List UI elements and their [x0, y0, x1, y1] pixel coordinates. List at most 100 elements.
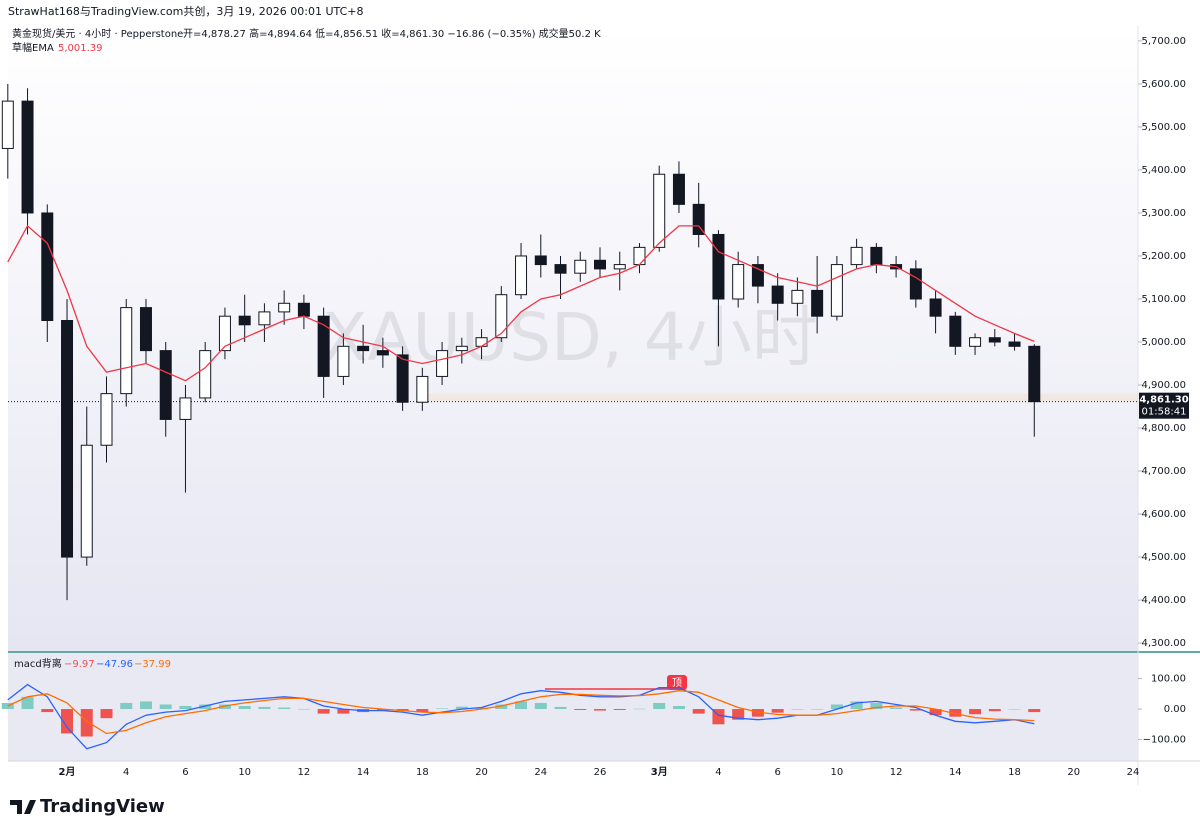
candle-body: [1, 100, 14, 149]
last-price-box: [1139, 392, 1189, 419]
candle-body: [317, 315, 330, 377]
candle-body: [1008, 341, 1021, 347]
candle-body: [732, 264, 745, 300]
y-tick-label: 5,400.00: [1141, 165, 1186, 176]
x-tick-label: 3月: [651, 766, 668, 778]
macd-legend-value: −37.99: [134, 659, 171, 670]
candle-body: [61, 320, 74, 558]
histogram-bar: [396, 709, 409, 711]
histogram-bar: [41, 709, 54, 713]
candle-body: [357, 345, 370, 352]
histogram-bar: [633, 708, 646, 710]
histogram-bar: [594, 709, 606, 711]
candle-body: [436, 350, 449, 377]
last-price-label: 4,861.30: [1139, 395, 1188, 406]
candle-body: [120, 307, 133, 395]
histogram-bar: [61, 709, 74, 734]
candle-body: [396, 354, 409, 403]
logo-mark: [10, 800, 36, 814]
candle-body: [969, 337, 982, 347]
y2-tick-label: 100.00: [1151, 674, 1186, 685]
histogram-bar: [317, 709, 330, 714]
y-tick-label: 5,000.00: [1141, 337, 1186, 348]
x-tick-label: 2月: [59, 766, 76, 778]
candle-body: [811, 289, 824, 317]
histogram-bar: [1028, 709, 1041, 713]
histogram-bar: [159, 704, 172, 710]
x-tick-label: 10: [238, 767, 251, 778]
histogram-bar: [850, 701, 863, 710]
histogram-bar: [969, 709, 982, 715]
candle-body: [653, 173, 666, 248]
x-tick-label: 20: [1067, 767, 1080, 778]
histogram-bar: [120, 702, 133, 710]
histogram-bar: [80, 709, 93, 737]
candle-body: [613, 264, 626, 270]
candle-body: [929, 298, 942, 317]
candle-body: [594, 259, 606, 270]
ema-legend-value: 5,001.39: [58, 43, 103, 54]
histogram-bar: [495, 704, 508, 710]
macd-pane: [8, 653, 1138, 761]
attribution: StrawHat168与TradingView.com共创，3月 19, 202…: [8, 5, 364, 18]
x-tick-label: 20: [475, 767, 488, 778]
candle-body: [574, 259, 587, 274]
candle-body: [515, 255, 528, 296]
histogram-bar: [100, 709, 113, 719]
x-tick-label: 12: [890, 767, 903, 778]
histogram-bar: [692, 709, 705, 714]
y-tick-label: 4,400.00: [1141, 595, 1186, 606]
x-tick-label: 14: [949, 767, 962, 778]
histogram-bar: [890, 707, 903, 710]
candle-body: [909, 268, 922, 300]
histogram-bar: [672, 706, 685, 710]
histogram-bar: [653, 702, 666, 710]
x-tick-label: 14: [357, 767, 370, 778]
candle-body: [830, 264, 843, 317]
x-tick-label: 24: [534, 767, 547, 778]
histogram-bar: [199, 704, 212, 710]
ohlc-line: 开=4,878.27 高=4,894.64 低=4,856.51 收=4,861…: [183, 27, 601, 40]
symbol-line: 黄金现货/美元 · 4小时 · Pepperstone: [12, 27, 183, 40]
histogram-bar: [1008, 709, 1021, 710]
ema-legend: 草幅EMA: [12, 41, 54, 54]
candle-body: [218, 315, 231, 352]
y-tick-label: 4,900.00: [1141, 380, 1186, 391]
histogram-bar: [179, 706, 192, 710]
candle-body: [692, 203, 705, 235]
candle-body: [771, 285, 784, 304]
ema-line: [7, 224, 1035, 382]
histogram-bar: [475, 707, 488, 710]
histogram-bar: [613, 709, 626, 710]
brand: TradingView: [40, 796, 165, 817]
candle-body: [258, 311, 271, 326]
y-tick-label: 5,500.00: [1141, 122, 1186, 133]
candle-body: [199, 350, 212, 399]
candle-body: [41, 212, 54, 322]
histogram-bar: [534, 702, 547, 710]
annotation: 顶: [672, 677, 682, 689]
histogram-bar: [791, 709, 804, 710]
candle-body: [850, 246, 863, 266]
histogram-bar: [988, 709, 1001, 712]
macd-legend: macd背离: [14, 657, 62, 670]
x-tick-label: 6: [182, 767, 188, 778]
histogram-bar: [139, 701, 152, 710]
candle-body: [554, 264, 567, 274]
macd-line: [7, 690, 1035, 735]
histogram-bar: [218, 704, 231, 710]
candle-body: [159, 350, 172, 420]
histogram-bar: [732, 709, 745, 720]
y-tick-label: 4,500.00: [1141, 552, 1186, 563]
x-tick-label: 18: [416, 767, 429, 778]
annotation-box: [667, 675, 687, 690]
x-tick-label: 6: [774, 767, 780, 778]
macd-line: [7, 683, 1035, 750]
candle-body: [80, 444, 93, 558]
y-tick-label: 4,800.00: [1141, 423, 1186, 434]
x-tick-label: 24: [1127, 767, 1140, 778]
x-tick-label: 4: [123, 767, 129, 778]
candle-body: [100, 393, 113, 446]
y-tick-label: 4,300.00: [1141, 638, 1186, 649]
last-price-highlight: [420, 393, 1138, 402]
